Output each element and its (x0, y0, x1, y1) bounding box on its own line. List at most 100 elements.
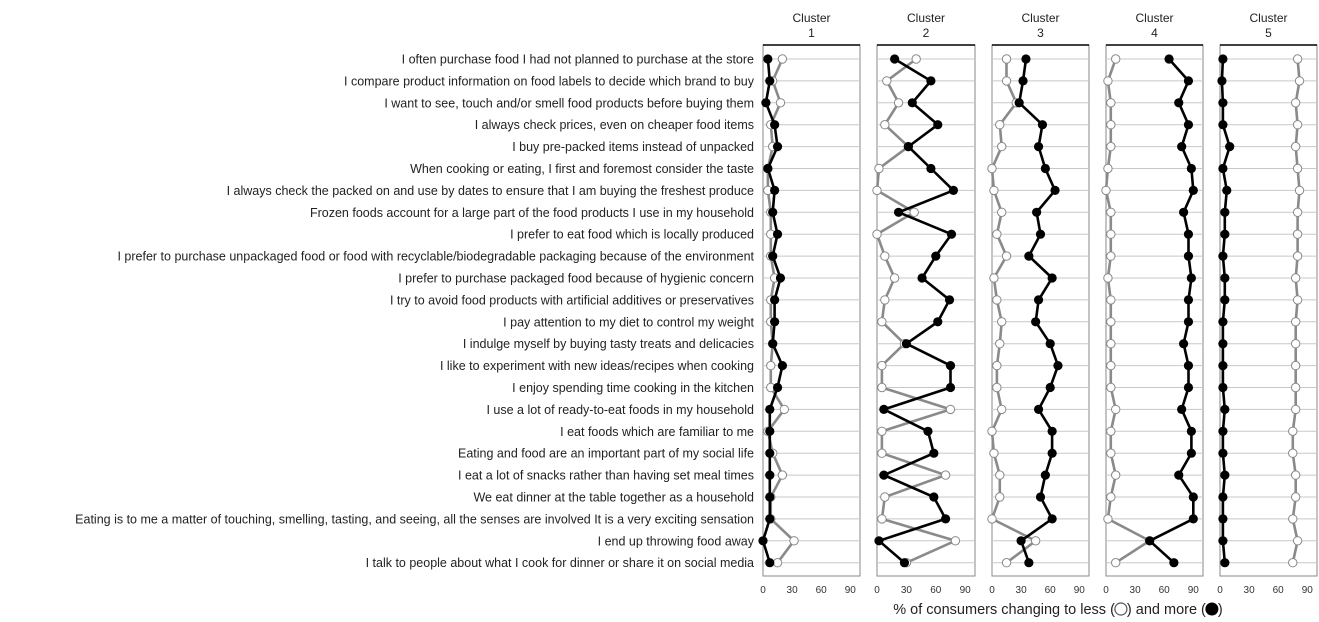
less-point (995, 492, 1005, 502)
more-point (758, 536, 768, 546)
more-point (1217, 76, 1227, 86)
statement-label: I want to see, touch and/or smell food p… (384, 96, 754, 110)
less-series-line (1104, 58, 1153, 564)
less-point (1106, 492, 1116, 502)
more-point (1169, 558, 1179, 568)
less-point (877, 514, 887, 524)
more-point (1045, 339, 1055, 349)
statement-label: I enjoy spending time cooking in the kit… (512, 381, 754, 395)
less-point (992, 295, 1002, 305)
more-point (1183, 251, 1194, 261)
more-point (874, 536, 884, 546)
x-tick-label: 30 (1016, 585, 1028, 596)
legend-open-circle-icon (1114, 602, 1128, 616)
less-point (766, 360, 776, 371)
more-point (1218, 98, 1228, 108)
x-tick-label: 0 (989, 585, 995, 596)
x-axis-label-suffix: ) (1218, 602, 1223, 618)
more-point (1218, 426, 1228, 436)
statement-label: I pay attention to my diet to control my… (503, 315, 754, 329)
x-tick-label: 30 (1244, 585, 1256, 596)
more-point (941, 514, 951, 524)
x-tick-label: 0 (1103, 585, 1109, 596)
less-point (1292, 251, 1303, 261)
less-point (909, 207, 919, 218)
more-point (1016, 536, 1026, 546)
statement-label: I always check the packed on and use by … (227, 184, 754, 198)
more-point (945, 382, 956, 393)
more-point (1183, 295, 1194, 305)
statement-label: I use a lot of ready-to-eat foods in my … (486, 403, 754, 417)
less-series-line (990, 59, 1039, 564)
x-axis-label-prefix: % of consumers changing to less ( (893, 602, 1115, 618)
less-point (1111, 470, 1121, 480)
statement-label: Eating and food are an important part of… (458, 447, 754, 461)
less-point (1001, 54, 1012, 64)
statement-label: I indulge myself by buying tasty treats … (463, 337, 754, 351)
more-point (770, 317, 780, 327)
less-point (1103, 514, 1113, 524)
x-tick-label: 90 (1074, 585, 1086, 596)
more-point (1047, 514, 1057, 524)
more-point (929, 448, 939, 458)
less-point (1292, 207, 1303, 218)
more-point (763, 54, 773, 64)
less-point (1103, 273, 1113, 283)
x-tick-label: 0 (874, 585, 880, 596)
more-point (1033, 404, 1044, 414)
less-point (992, 382, 1002, 393)
less-point (877, 426, 887, 436)
more-point (1220, 404, 1230, 414)
less-point (989, 185, 999, 196)
more-point (1220, 558, 1230, 568)
more-point (768, 339, 778, 349)
more-point (1177, 142, 1187, 152)
less-point (874, 163, 884, 174)
less-point (1294, 76, 1305, 86)
less-point (889, 273, 900, 283)
less-point (1292, 163, 1303, 174)
less-point (1290, 382, 1301, 393)
more-point (946, 229, 957, 239)
statement-label: I end up throwing food away (598, 534, 755, 548)
more-point (933, 317, 943, 327)
less-point (775, 98, 786, 108)
x-tick-label: 60 (1159, 585, 1171, 596)
statement-label: I often purchase food I had not planned … (402, 53, 754, 67)
more-point (1188, 492, 1198, 502)
less-point (1290, 404, 1301, 415)
cluster-number: 1 (808, 26, 815, 40)
less-point (1288, 426, 1298, 436)
less-point (995, 339, 1005, 349)
more-point (1037, 120, 1048, 130)
statement-label: I eat foods which are familiar to me (560, 425, 754, 439)
less-point (1290, 360, 1301, 371)
more-point (1222, 185, 1232, 195)
more-point (903, 142, 913, 152)
less-point (1106, 141, 1116, 152)
less-point (1106, 360, 1116, 371)
x-tick-label: 60 (816, 585, 828, 596)
more-point (1220, 273, 1230, 283)
x-tick-label: 30 (787, 585, 799, 596)
more-point (1018, 76, 1028, 86)
more-point (775, 273, 786, 283)
statement-label: I always check prices, even on cheaper f… (475, 118, 754, 132)
less-series-line (1291, 58, 1301, 563)
less-point (1106, 229, 1116, 239)
more-point (765, 470, 775, 480)
more-point (1220, 207, 1230, 217)
less-point (911, 54, 921, 64)
less-point (1001, 76, 1012, 86)
x-tick-label: 0 (1217, 585, 1223, 596)
more-point (765, 76, 775, 86)
cluster-number: 2 (923, 26, 930, 40)
more-point (1183, 76, 1194, 86)
more-point (1186, 448, 1196, 458)
more-point (1050, 185, 1060, 195)
x-tick-label: 60 (1273, 585, 1285, 596)
